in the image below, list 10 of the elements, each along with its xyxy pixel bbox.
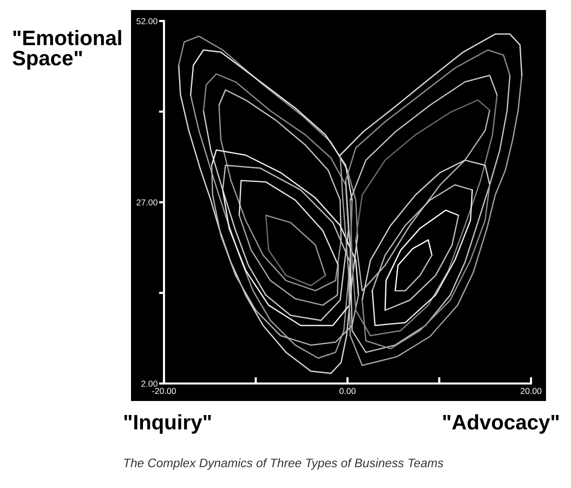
y-tick-label: 27.00	[136, 199, 158, 206]
text: The Complex Dynamics of Three Types of Business Teams	[124, 458, 444, 470]
y-axis-title: "Emotional Space"	[12, 30, 122, 70]
text: "Advocacy"	[443, 414, 559, 434]
y-tick-label: 2.00	[141, 380, 158, 387]
text: "Inquiry"	[124, 414, 211, 434]
x-tick-label: -20.00	[152, 388, 176, 394]
x-tick-label: 20.00	[520, 388, 542, 394]
x-tick-label: 0.00	[339, 388, 356, 394]
y-tick-label: 52.00	[136, 18, 158, 24]
